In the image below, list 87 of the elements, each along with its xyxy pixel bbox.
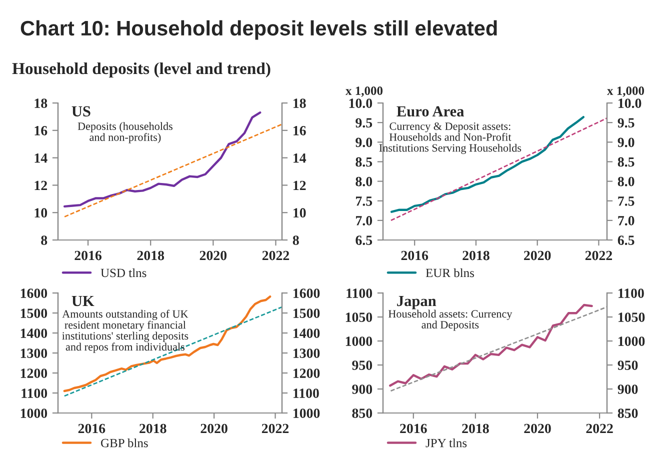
y2-tick-label: 7.0 (618, 216, 634, 226)
y-tick-label: 14 (34, 153, 48, 163)
x-tick-label: 2022 (262, 250, 290, 260)
x-tick-label: 2018 (137, 250, 164, 260)
x-tick-label: 2022 (262, 424, 289, 434)
x-tick-label: 2018 (462, 424, 489, 434)
annotation: Currency & Deposit assets: Households and Non-Profit Institutions Serving Households (379, 122, 522, 154)
x-tick-label: 2016 (400, 424, 427, 434)
y2-tick-label: 1300 (294, 348, 320, 358)
x-tick-label: 2020 (524, 424, 551, 434)
y2-tick-label: 6.5 (618, 236, 634, 246)
y2-tick-label: 1600 (294, 288, 320, 298)
y-tick-label: 1000 (346, 336, 372, 346)
x-tick-label: 2016 (78, 424, 106, 434)
y-tick-label: 6.5 (356, 236, 372, 246)
annotation: Household assets: Currency and Deposits (388, 310, 512, 331)
y2-tick-label: 1400 (294, 328, 320, 338)
y2-tick-label: 950 (618, 360, 638, 370)
annotation: UK (72, 296, 94, 306)
y2-tick-label: 10.0 (618, 98, 642, 108)
annotation: Japan (397, 296, 436, 310)
y-tick-label: 1050 (346, 312, 372, 322)
legend-label: EUR blns (426, 268, 474, 278)
text: x 1,000 (346, 86, 383, 97)
y2-tick-label: 9.5 (618, 118, 634, 128)
y-tick-label: 12 (34, 180, 47, 190)
legend-label: JPY tlns (426, 438, 467, 448)
y-tick-label: 10.0 (349, 98, 372, 108)
y-tick-label: 8 (41, 236, 48, 245)
y2-tick-label: 14 (294, 153, 306, 163)
y-tick-label: 1000 (20, 408, 48, 418)
y2-tick-label: 1200 (294, 368, 320, 378)
y2-tick-label: 8.0 (618, 176, 634, 186)
y-tick-label: 1100 (346, 288, 372, 298)
x-tick-label: 2018 (140, 424, 166, 434)
x-tick-label: 2020 (200, 424, 228, 434)
annotation: Deposits (households and non-profits) (78, 122, 172, 144)
legend-label: USD tlns (100, 268, 146, 278)
y-tick-label: 10 (34, 208, 48, 218)
y-tick-label: 850 (352, 408, 372, 418)
y2-tick-label: 9.0 (618, 138, 634, 148)
y-tick-label: 9.0 (356, 138, 372, 148)
y2-tick-label: 7.5 (618, 196, 634, 206)
x-tick-label: 2016 (74, 250, 102, 260)
y-tick-label: 1600 (20, 288, 48, 298)
y2-tick-label: 1050 (618, 312, 645, 322)
text: x 1,000 (607, 86, 644, 97)
y-tick-label: 1200 (20, 368, 48, 378)
y-tick-label: 950 (352, 360, 372, 370)
y-tick-label: 18 (34, 98, 48, 108)
y2-tick-label: 1100 (618, 288, 644, 298)
y2-tick-label: 8.5 (618, 157, 634, 167)
line-series (63, 295, 272, 392)
legend-label: GBP blns (101, 438, 148, 448)
annotation: Amounts outstanding of UK resident monetary financial institutions' sterling deposits and repos from individuals (62, 310, 188, 353)
y-tick-label: 900 (352, 384, 372, 394)
y-tick-label: 7.5 (356, 196, 372, 206)
y2-tick-label: 850 (618, 408, 638, 418)
y-tick-label: 8.0 (356, 176, 372, 186)
y2-tick-label: 1000 (618, 336, 645, 346)
chart-title: Chart 10: Household deposit levels still elevated (20, 20, 497, 40)
x-tick-label: 2016 (401, 250, 428, 260)
y-tick-label: 1500 (20, 308, 48, 318)
y2-tick-label: 1000 (294, 408, 320, 418)
x-tick-label: 2020 (200, 250, 227, 260)
y2-tick-label: 900 (618, 384, 638, 394)
x-tick-label: 2022 (585, 250, 612, 260)
chart-subtitle: Household deposits (level and trend) (12, 62, 270, 78)
x-tick-label: 2018 (462, 250, 490, 260)
y2-tick-label: 12 (294, 180, 306, 190)
x-tick-label: 2022 (586, 424, 613, 434)
y2-tick-label: 1100 (294, 388, 319, 398)
annotation: US (72, 106, 90, 116)
y-tick-label: 9.5 (356, 118, 372, 128)
y2-tick-label: 18 (294, 98, 306, 108)
y2-tick-label: 16 (294, 126, 306, 136)
y-tick-label: 1100 (22, 388, 48, 398)
y-tick-label: 1400 (20, 328, 48, 338)
y-tick-label: 16 (34, 126, 48, 136)
x-tick-label: 2020 (524, 250, 551, 260)
y-tick-label: 8.5 (356, 157, 372, 167)
y2-tick-label: 10 (294, 208, 306, 218)
annotation: Euro Area (396, 106, 464, 117)
y-tick-label: 7.0 (356, 216, 372, 226)
y2-tick-label: 1500 (294, 308, 320, 318)
y2-tick-label: 8 (292, 236, 299, 245)
y-tick-label: 1300 (20, 348, 48, 358)
